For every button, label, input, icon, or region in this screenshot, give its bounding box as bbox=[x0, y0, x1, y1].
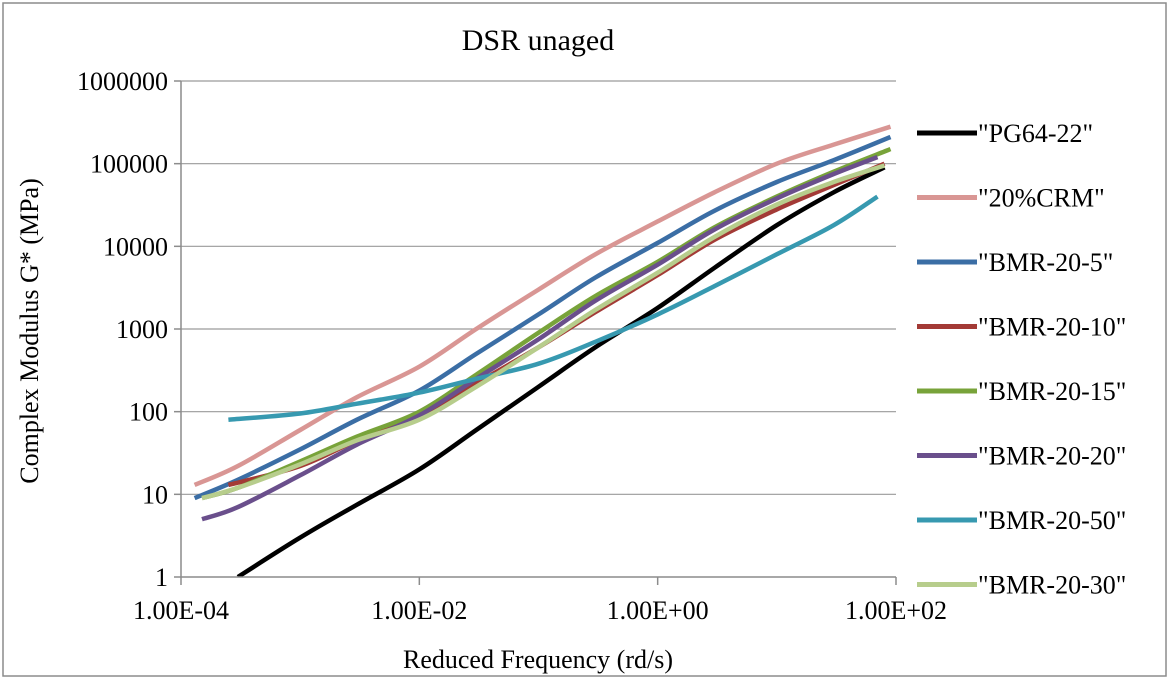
y-tick-label: 10000 bbox=[103, 232, 168, 261]
y-axis-label: Complex Modulus G* (MPa) bbox=[15, 178, 44, 484]
x-tick-label: 1.00E+02 bbox=[845, 596, 947, 625]
legend: "PG64-22" "20%CRM" "BMR-20-5" "BMR-20-10" "B… bbox=[917, 119, 1126, 600]
legend-label: "20%CRM" bbox=[978, 184, 1105, 213]
legend-label: "PG64-22" bbox=[978, 119, 1093, 148]
x-tick-label: 1.00E-02 bbox=[371, 596, 467, 625]
y-tick-label: 100 bbox=[129, 398, 168, 427]
legend-item: "BMR-20-10" bbox=[917, 313, 1126, 342]
x-axis-label: Reduced Frequency (rd/s) bbox=[403, 645, 673, 674]
x-tick-label: 1.00E+00 bbox=[607, 596, 709, 625]
legend-item: "BMR-20-15" bbox=[917, 377, 1126, 406]
legend-label: "BMR-20-30" bbox=[978, 571, 1126, 600]
legend-label: "BMR-20-20" bbox=[978, 442, 1126, 471]
y-tick-labels: 1 10 100 1000 10000 100000 1000000 bbox=[77, 67, 168, 592]
series-line-bmr-20-5 bbox=[193, 134, 892, 501]
legend-label: "BMR-20-15" bbox=[978, 377, 1126, 406]
y-tick-label: 1000 bbox=[116, 315, 168, 344]
series-line-bmr-20-20 bbox=[201, 154, 879, 522]
legend-label: "BMR-20-50" bbox=[978, 506, 1126, 535]
chart-title: DSR unaged bbox=[462, 24, 615, 57]
legend-label: "BMR-20-10" bbox=[978, 313, 1126, 342]
series-lines bbox=[193, 124, 892, 577]
axes bbox=[174, 80, 897, 585]
y-tick-label: 100000 bbox=[90, 150, 168, 179]
series-line-pg64-22 bbox=[236, 165, 886, 577]
legend-item: "BMR-20-20" bbox=[917, 442, 1126, 471]
x-tick-labels: 1.00E-04 1.00E-02 1.00E+00 1.00E+02 bbox=[133, 596, 947, 625]
legend-item: "BMR-20-5" bbox=[917, 248, 1113, 277]
legend-item: "BMR-20-30" bbox=[917, 571, 1126, 600]
series-line-20-crm bbox=[193, 124, 892, 487]
y-tick-label: 1000000 bbox=[77, 67, 168, 96]
x-tick-label: 1.00E-04 bbox=[133, 596, 229, 625]
legend-label: "BMR-20-5" bbox=[978, 248, 1113, 277]
series-line-bmr-20-50 bbox=[228, 194, 879, 422]
legend-item: "PG64-22" bbox=[917, 119, 1093, 148]
legend-item: "BMR-20-50" bbox=[917, 506, 1126, 535]
y-tick-label: 10 bbox=[142, 480, 168, 509]
series-line-bmr-20-30 bbox=[201, 163, 886, 501]
y-tick-label: 1 bbox=[155, 563, 168, 592]
legend-item: "20%CRM" bbox=[917, 184, 1105, 213]
